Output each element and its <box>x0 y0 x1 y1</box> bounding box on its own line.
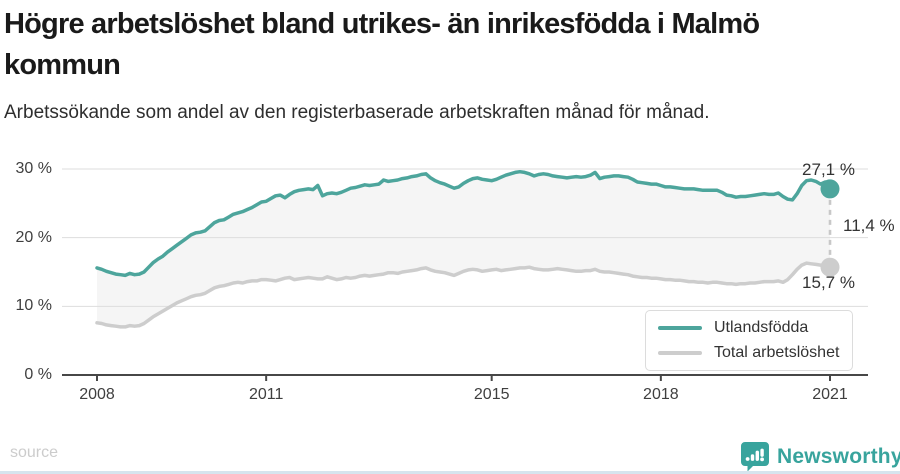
series-line-0 <box>95 169 832 278</box>
y-tick-label-30: 30 % <box>15 160 52 177</box>
y-tick-label-10: 10 % <box>15 297 52 315</box>
end-marker-total <box>820 257 840 277</box>
page-title: Högre arbetslöshet bland utrikes- än inr… <box>4 4 849 86</box>
difference-label: 11,4 % <box>843 216 895 235</box>
legend-item-total: Total arbetslöshet <box>658 343 840 363</box>
source-label: source <box>10 444 59 461</box>
y-tick-label-20: 20 % <box>15 228 52 246</box>
chart-legend: Utlandsfödda Total arbetslöshet <box>645 310 853 371</box>
x-tick-label-2021: 2021 <box>812 386 848 403</box>
end-marker-utlandsfodda <box>820 179 840 199</box>
x-tick-label-2015: 2015 <box>473 386 510 403</box>
end-value-label-total: 15,7 % <box>802 273 855 292</box>
x-tick-label-2018: 2018 <box>643 386 679 403</box>
speech-bubble-bar-chart-icon <box>741 442 769 472</box>
bottom-accent-strip <box>0 471 900 474</box>
fill-between-area <box>97 171 830 327</box>
x-tick-label-2008: 2008 <box>79 386 115 403</box>
chart-subtitle: Arbetssökande som andel av den registerb… <box>4 102 710 123</box>
end-value-label-utlandsfodda: 27,1 % <box>802 160 855 179</box>
legend-swatch-utlandsfodda <box>658 326 702 330</box>
page-title-line2: kommun <box>4 49 121 82</box>
legend-label-total: Total arbetslöshet <box>714 344 840 361</box>
legend-item-utlandsfodda: Utlandsfödda <box>658 318 840 338</box>
legend-label-utlandsfodda: Utlandsfödda <box>714 319 809 336</box>
x-tick-label-2011: 2011 <box>248 386 284 403</box>
series-line-1 <box>95 261 832 329</box>
legend-swatch-total <box>658 351 702 355</box>
page-title-line1: Högre arbetslöshet bland utrikes- än inr… <box>4 8 760 40</box>
newsworthy-logo[interactable]: Newsworthy <box>740 441 900 472</box>
brand-name: Newsworthy <box>777 444 900 468</box>
y-tick-label-0: 0 % <box>24 366 52 383</box>
